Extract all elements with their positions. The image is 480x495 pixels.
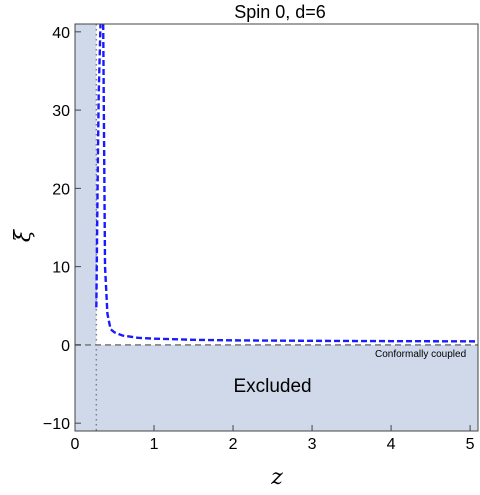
series-line (95, 23, 479, 343)
y-axis-label: ξ (11, 228, 36, 242)
y-tick-label: 30 (52, 103, 70, 120)
x-tick-label: 2 (229, 436, 238, 453)
excluded-region-left (75, 24, 97, 431)
x-tick-label: 1 (150, 436, 159, 453)
y-tick-label: 40 (52, 25, 70, 42)
y-tick-label: 10 (52, 260, 70, 277)
x-axis-label: z (270, 465, 283, 490)
chart-title: Spin 0, d=6 (234, 2, 326, 22)
x-tick-label: 5 (466, 436, 475, 453)
x-tick-label: 3 (308, 436, 317, 453)
excluded-label: Excluded (233, 376, 311, 397)
y-tick-label: −10 (43, 416, 70, 433)
excluded-region-bottom (75, 344, 478, 431)
plot-frame (74, 23, 479, 432)
y-tick-label: 20 (52, 181, 70, 198)
plot-area (75, 23, 479, 431)
y-axis: −10 0 10 20 30 40 (43, 25, 81, 433)
x-tick-label: 0 (71, 436, 80, 453)
y-tick-label: 0 (61, 338, 70, 355)
x-tick-label: 4 (387, 436, 396, 453)
x-axis: 0 1 2 3 4 5 (71, 425, 475, 453)
conformal-label: Conformally coupled (375, 349, 466, 360)
